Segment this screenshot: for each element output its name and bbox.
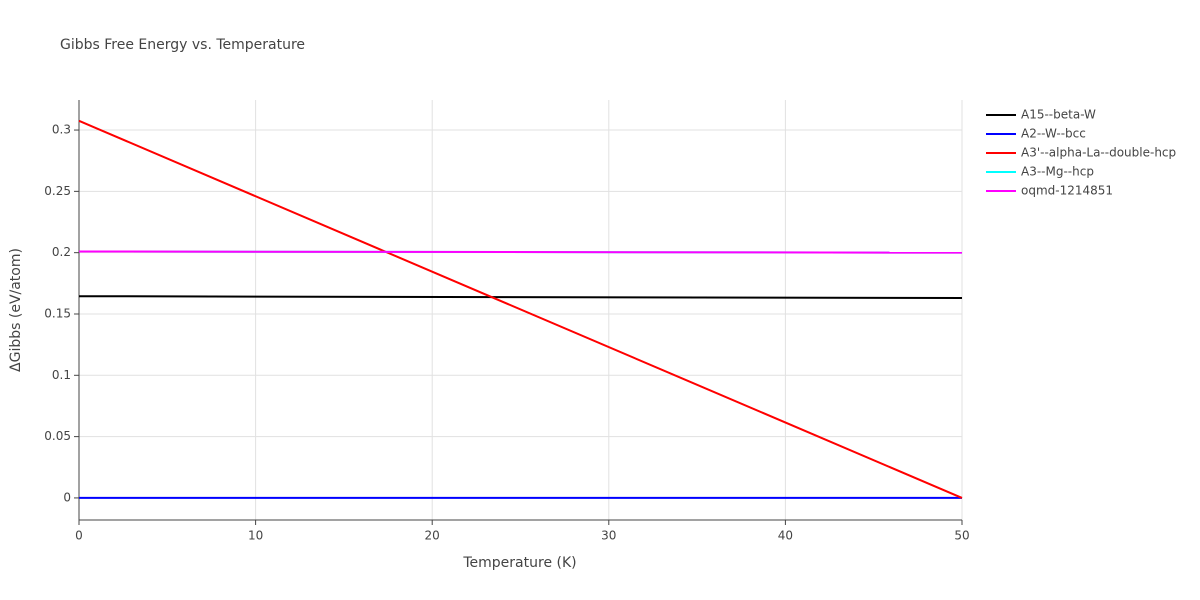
x-tick-label: 50 <box>954 529 969 543</box>
legend-label: A3--Mg--hcp <box>1021 165 1094 179</box>
x-tick-label: 0 <box>75 529 83 543</box>
x-tick-label: 20 <box>425 529 440 543</box>
legend-label: A3'--alpha-La--double-hcp <box>1021 146 1176 160</box>
series-line <box>78 119 963 499</box>
y-tick-label: 0.15 <box>44 306 71 320</box>
legend-label: A15--beta-W <box>1021 108 1096 122</box>
legend-label: oqmd-1214851 <box>1021 184 1113 198</box>
legend: A15--beta-W A2--W--bcc A3'--alpha-La--doub… <box>986 108 1176 198</box>
legend-label: A2--W--bcc <box>1021 127 1086 141</box>
x-axis-label: Temperature (K) <box>462 555 576 571</box>
y-tick-label: 0.25 <box>44 184 71 198</box>
y-tick-label: 0.1 <box>52 368 71 382</box>
x-tick-label: 40 <box>778 529 793 543</box>
series-line <box>78 295 963 300</box>
series-line <box>78 250 963 254</box>
x-tick-label: 10 <box>248 529 263 543</box>
y-axis-label: ΔGibbs (eV/atom) <box>8 248 24 372</box>
y-tick-label: 0.05 <box>44 429 71 443</box>
y-tick-label: 0.3 <box>52 123 71 137</box>
chart-title: Gibbs Free Energy vs. Temperature <box>60 37 305 53</box>
x-tick-label: 30 <box>601 529 616 543</box>
y-tick-label: 0.2 <box>52 245 71 259</box>
y-tick-label: 0 <box>63 490 71 504</box>
